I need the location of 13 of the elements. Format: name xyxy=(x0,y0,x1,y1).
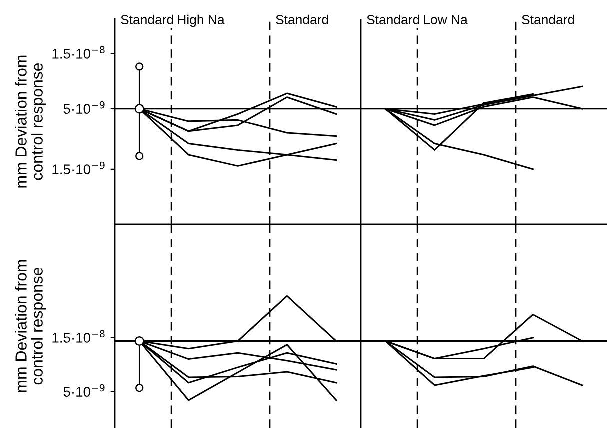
y-axis-title: mm Deviation from control response xyxy=(15,56,46,188)
y-tick-label: 5·10$^{−9}$ xyxy=(64,101,105,114)
annotation: Standard xyxy=(367,14,420,25)
annotation: Standard xyxy=(522,14,574,25)
annotation: Standard xyxy=(121,14,174,25)
annotation: High Na xyxy=(178,14,225,28)
y-tick-label: 1.5·10$^{−8}$ xyxy=(52,46,105,59)
y-axis-title: mm Deviation from control response xyxy=(15,260,46,392)
y-tick-label: 1.5·10$^{−8}$ xyxy=(52,330,105,343)
annotation: Standard xyxy=(276,14,328,25)
y-tick-label: 5·10$^{−9}$ xyxy=(64,384,105,397)
y-tick-label: 1.5·10$^{−9}$ xyxy=(52,162,105,174)
annotation: Low Na xyxy=(424,15,468,25)
